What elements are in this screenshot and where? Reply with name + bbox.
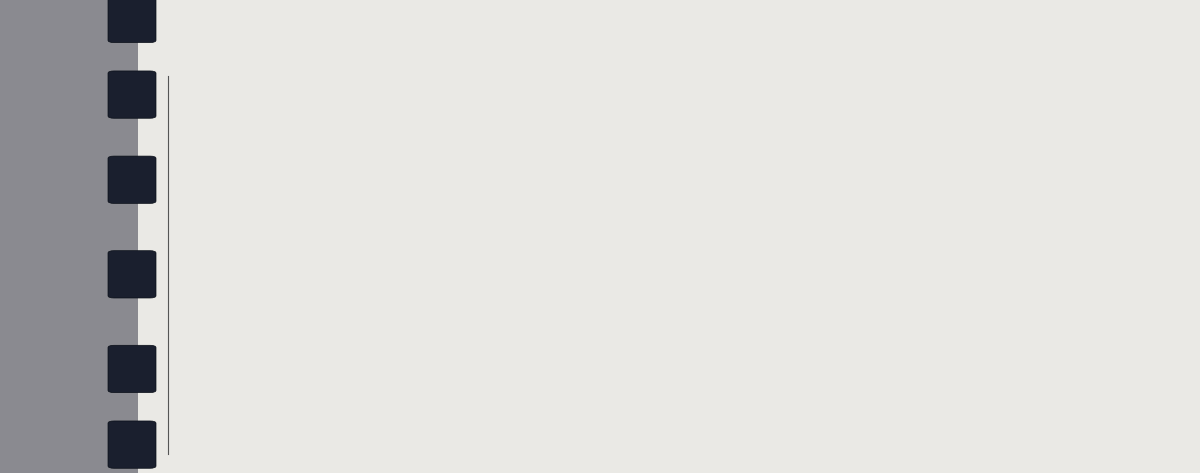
Text: find the value of $x$ and of $y$.: find the value of $x$ and of $y$.	[744, 334, 992, 356]
Text: $\left(2-\sqrt{5}\right)^{2}-\dfrac{8}{3-\sqrt{5}}$: $\left(2-\sqrt{5}\right)^{2}-\dfrac{8}{3…	[372, 216, 578, 267]
Text: in the form $p + q\sqrt{5}$, where $p$ and $q$ are integers.: in the form $p + q\sqrt{5}$, where $p$ a…	[684, 222, 1122, 251]
Text: 2006 N: 2006 N	[186, 112, 257, 130]
Text: Q2: Q2	[318, 112, 346, 130]
Text: $\mathbf{(a)}$   Express: $\mathbf{(a)}$ Express	[168, 230, 286, 252]
Text: 4.  INDICES AND SURDS: 4. INDICES AND SURDS	[550, 53, 770, 70]
Text: paper 2: paper 2	[168, 54, 234, 69]
Text: $\dfrac{a^{x}}{b^{3-x}}\times\dfrac{b^{y}}{\left(a^{y+1}\right)^{2}}=ab^{6},$: $\dfrac{a^{x}}{b^{3-x}}\times\dfrac{b^{y…	[420, 329, 662, 380]
Text: $\mathbf{(b)}$   Given that: $\mathbf{(b)}$ Given that	[168, 345, 311, 365]
